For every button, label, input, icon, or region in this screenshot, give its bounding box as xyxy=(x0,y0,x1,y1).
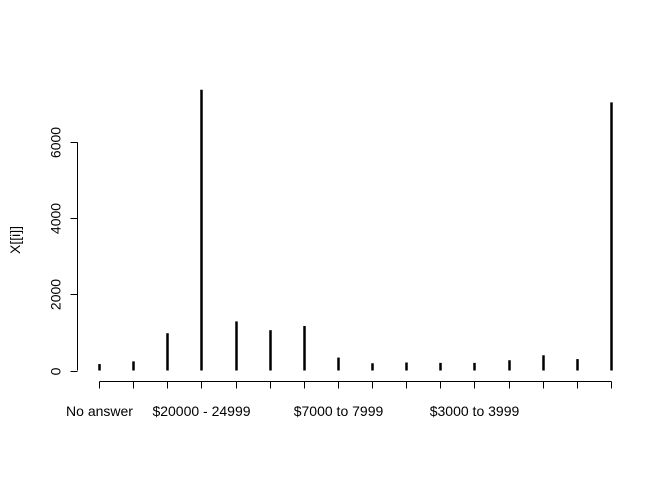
bars xyxy=(98,89,613,371)
x-tick-label: No answer xyxy=(66,403,133,419)
y-axis: 0 2000 4000 6000 xyxy=(48,127,78,375)
y-tick-label: 4000 xyxy=(48,203,64,234)
y-tick-label: 0 xyxy=(48,367,64,375)
y-tick-label: 6000 xyxy=(48,127,64,158)
x-tick-label: $7000 to 7999 xyxy=(294,403,384,419)
x-tick-label: $20000 - 24999 xyxy=(152,403,250,419)
x-axis: No answer $20000 - 24999 $7000 to 7999 $300… xyxy=(66,381,612,419)
y-tick-label: 2000 xyxy=(48,279,64,310)
y-axis-label: X[[i]] xyxy=(7,226,23,254)
x-tick-label: $3000 to 3999 xyxy=(430,403,520,419)
